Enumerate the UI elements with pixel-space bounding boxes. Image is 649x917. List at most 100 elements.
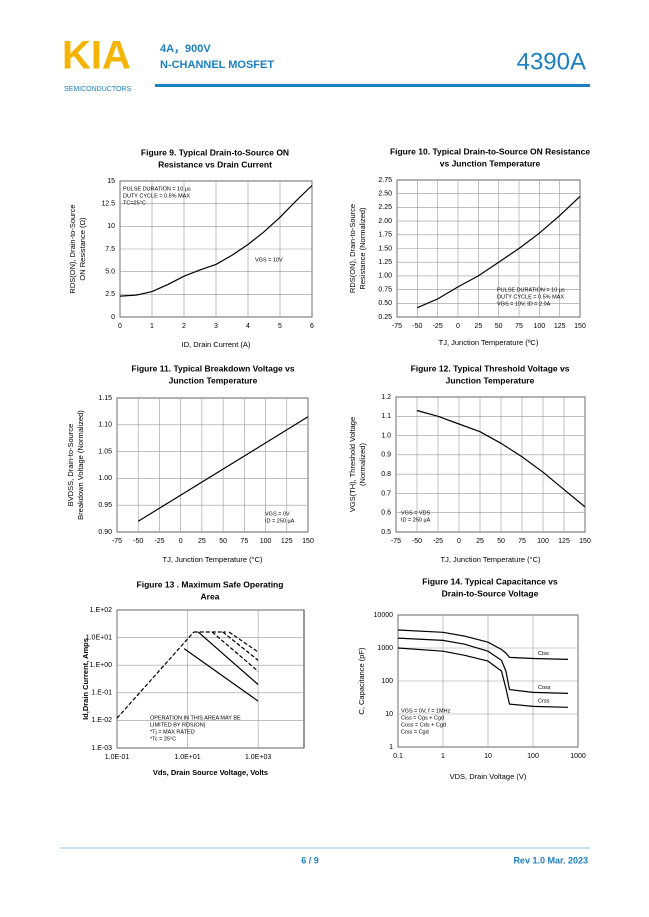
y-tick-label: 0.5: [381, 529, 391, 536]
x-tick-label: -50: [412, 538, 422, 545]
x-tick-label: 100: [537, 538, 549, 545]
series-label: Ciss: [538, 651, 549, 657]
x-tick-label: 125: [281, 538, 293, 545]
annotation: Crss = Cgd: [401, 729, 429, 735]
x-tick-label: 75: [240, 538, 248, 545]
y-tick-label: 0.95: [98, 502, 112, 509]
series-line: [397, 637, 569, 694]
x-tick-label: -25: [433, 323, 443, 330]
y-tick-label: 2.50: [378, 191, 392, 198]
x-tick-label: 100: [533, 323, 545, 330]
y-axis-label: Resistance (Normalized): [358, 207, 367, 290]
x-tick-label: 50: [219, 538, 227, 545]
x-tick-label: 150: [579, 538, 591, 545]
x-tick-label: 25: [198, 538, 206, 545]
x-tick-label: -50: [133, 538, 143, 545]
x-tick-label: -75: [112, 538, 122, 545]
x-tick-label: 10: [484, 753, 492, 760]
plot-frame: [116, 609, 305, 749]
annotation: *Tc = 25°C: [150, 736, 176, 742]
y-tick-label: 2.5: [105, 291, 115, 298]
y-tick-label: 15: [107, 178, 115, 185]
y-tick-label: 0.7: [381, 490, 391, 497]
device-type: N-CHANNEL MOSFET: [160, 59, 274, 71]
revision: Rev 1.0 Mar. 2023: [513, 855, 588, 865]
x-tick-label: 100: [527, 753, 539, 760]
y-tick-label: 2.75: [378, 177, 392, 184]
y-tick-label: 100: [381, 678, 393, 685]
annotation: TC=25°C: [123, 200, 146, 206]
x-tick-label: 0: [118, 323, 122, 330]
annotation: PULSE DURATION = 10 µs: [123, 186, 191, 192]
header-rule: [155, 84, 590, 87]
y-tick-label: 0.8: [381, 471, 391, 478]
chart-title: Figure 11. Typical Breakdown Voltage vs: [131, 363, 294, 373]
annotation: VGS = 10V, ID = 2.0A: [497, 301, 551, 307]
series-line: [197, 631, 259, 685]
y-axis-label: VGS(TH), Threshold Voltage: [348, 417, 357, 512]
x-tick-label: 2: [182, 323, 186, 330]
series-line: [397, 647, 569, 708]
annotation: ID = 250 µA: [401, 517, 431, 523]
y-tick-label: 1.1: [381, 413, 391, 420]
y-tick-label: 10: [385, 711, 393, 718]
y-tick-label: 1.10: [98, 422, 112, 429]
y-tick-label: 1.25: [378, 259, 392, 266]
series-line: [416, 409, 586, 508]
x-tick-label: 125: [558, 538, 570, 545]
y-tick-label: 1.00: [378, 273, 392, 280]
series-line: [222, 631, 259, 661]
x-axis-label: Vds, Drain Source Voltage, Volts: [153, 768, 268, 777]
x-tick-label: -50: [412, 323, 422, 330]
x-tick-label: 50: [497, 538, 505, 545]
y-tick-label: 1.00: [98, 475, 112, 482]
x-tick-label: 1.0E-01: [105, 754, 130, 761]
y-axis-label: ON Resistance (Ω): [78, 217, 87, 281]
annotation: VGS = 0V: [265, 511, 290, 517]
series-line: [183, 648, 259, 702]
x-axis-label: TJ, Junction Temperature (°C): [163, 555, 263, 564]
x-tick-label: 6: [310, 323, 314, 330]
y-tick-label: 10000: [374, 612, 394, 619]
x-axis-label: VDS, Drain Voltage (V): [450, 772, 527, 781]
y-tick-label: 0.50: [378, 300, 392, 307]
x-tick-label: 75: [515, 323, 523, 330]
x-tick-label: -75: [392, 323, 402, 330]
company: SEMICONDUCTORS: [64, 86, 131, 93]
chart-title: Figure 13 . Maximum Safe Operating: [137, 579, 284, 589]
annotation: VGS = 10V: [255, 257, 283, 263]
logo: KIA: [62, 34, 131, 78]
x-tick-label: -25: [433, 538, 443, 545]
series-line: [137, 416, 309, 522]
series-line: [211, 631, 259, 672]
series-line: [417, 195, 581, 309]
y-tick-label: 0.90: [98, 529, 112, 536]
y-tick-label: 1.E-01: [91, 690, 112, 697]
plot-frame: [395, 396, 586, 533]
x-tick-label: 25: [474, 323, 482, 330]
chart-title: Drain-to-Source Voltage: [442, 588, 539, 598]
x-tick-label: 25: [476, 538, 484, 545]
chart-title: Junction Temperature: [446, 375, 535, 385]
x-tick-label: 100: [260, 538, 272, 545]
x-tick-label: 150: [574, 323, 586, 330]
x-tick-label: 1000: [570, 753, 586, 760]
x-tick-label: 1.0E+01: [174, 754, 200, 761]
x-tick-label: 0: [179, 538, 183, 545]
x-tick-label: 0: [457, 538, 461, 545]
y-tick-label: 0.9: [381, 452, 391, 459]
x-tick-label: 4: [246, 323, 250, 330]
y-tick-label: 1.E+02: [90, 607, 112, 614]
annotation: DUTY CYCLE = 0.5% MAX: [497, 294, 564, 300]
y-axis-label: C, Capacitance (pF): [357, 647, 366, 715]
y-tick-label: 1.E-03: [91, 745, 112, 752]
y-axis-label: RDS(ON), Drain-to-Source: [68, 204, 77, 293]
chart-title: Figure 9. Typical Drain-to-Source ON: [141, 147, 289, 157]
y-axis-label: BVDSS, Drain-to-Source: [66, 424, 75, 507]
x-tick-label: -25: [154, 538, 164, 545]
y-tick-label: 5.0: [105, 269, 115, 276]
y-tick-label: 2.00: [378, 218, 392, 225]
chart-title: Figure 12. Typical Threshold Voltage vs: [411, 363, 570, 373]
y-tick-label: 1.0: [381, 432, 391, 439]
